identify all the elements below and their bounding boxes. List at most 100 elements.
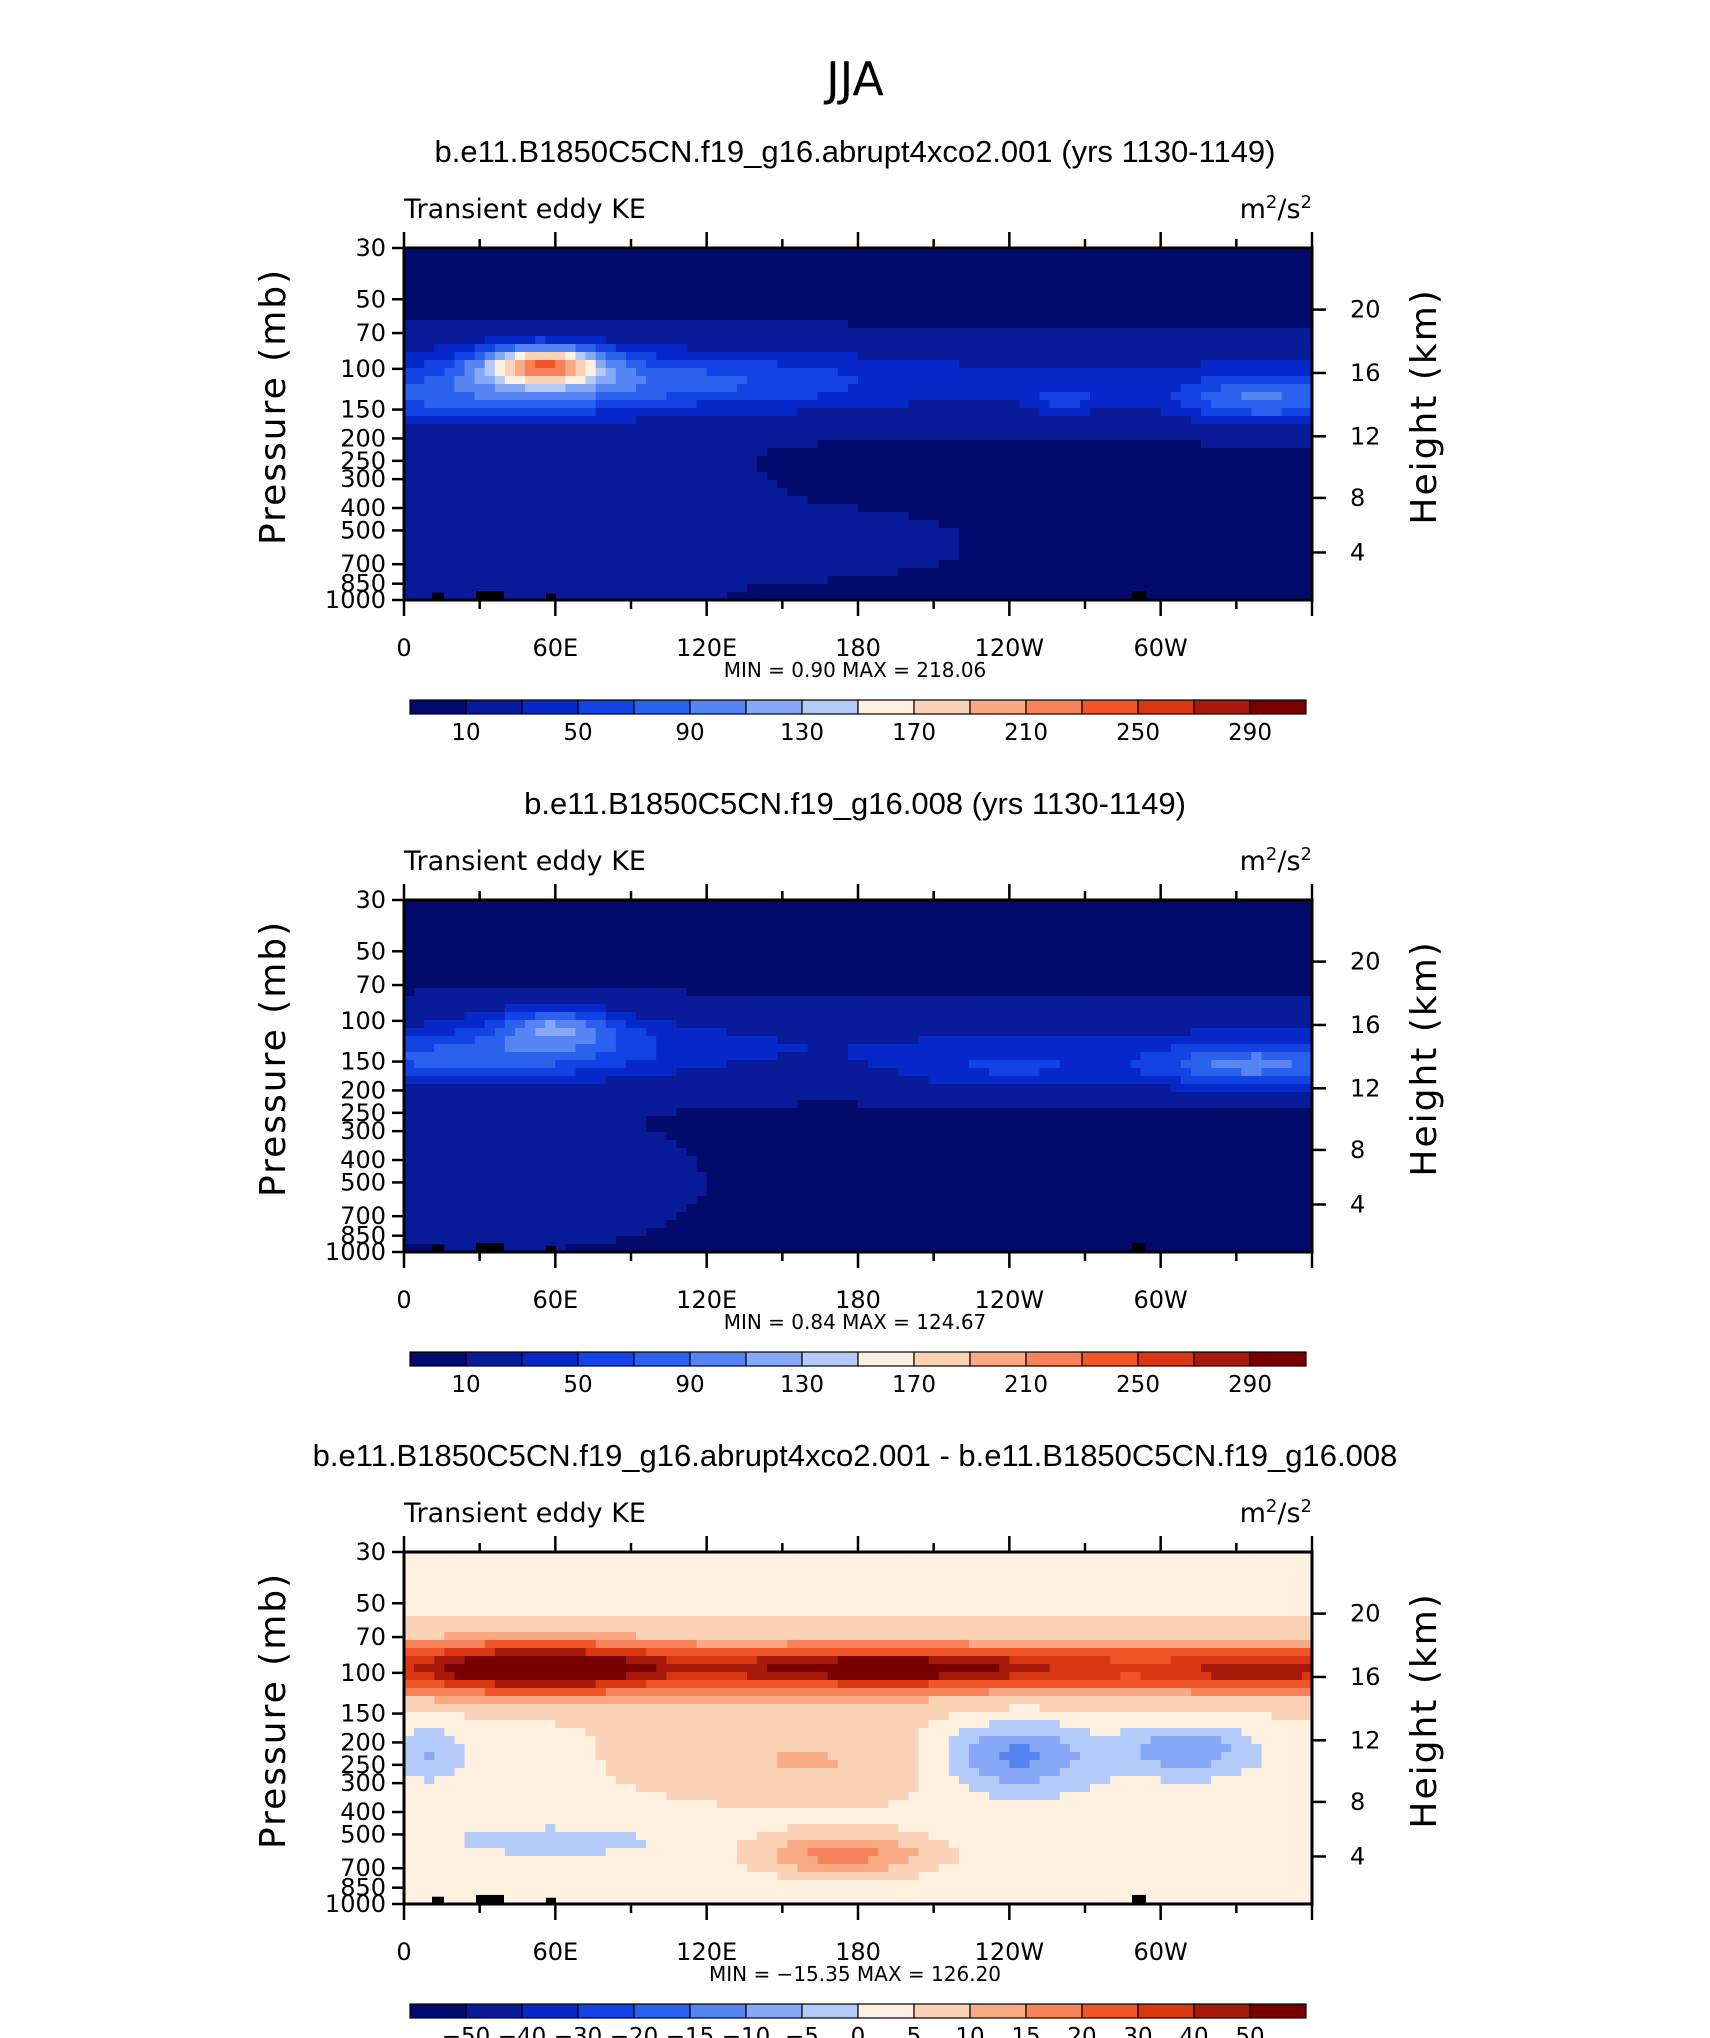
field-cell (575, 344, 587, 353)
field-cell (535, 568, 546, 577)
field-cell (1201, 528, 1212, 537)
field-cell (918, 368, 930, 377)
field-cell (1019, 916, 1031, 925)
field-cell (464, 528, 476, 537)
field-cell (414, 592, 425, 601)
field-cell (1039, 408, 1051, 417)
field-cell (605, 400, 617, 409)
field-cell (1049, 432, 1061, 441)
field-cell (1110, 248, 1121, 257)
field-cell (535, 916, 546, 925)
field-cell (898, 416, 910, 425)
field-cell (1140, 424, 1152, 433)
field-cell (979, 592, 990, 601)
field-cell (827, 376, 839, 385)
field-cell (736, 448, 748, 457)
field-cell (1221, 520, 1232, 529)
field-cell (898, 932, 910, 941)
field-cell (625, 560, 637, 569)
field-cell (898, 360, 910, 369)
field-cell (424, 964, 435, 973)
field-cell (1201, 376, 1212, 385)
field-cell (938, 376, 950, 385)
field-cell (1039, 432, 1051, 441)
field-cell (1100, 496, 1111, 505)
field-cell (979, 908, 990, 917)
field-cell (868, 392, 879, 401)
field-cell (1049, 352, 1061, 361)
field-cell (585, 584, 597, 593)
field-cell (1190, 264, 1202, 273)
field-cell (1130, 384, 1142, 393)
field-cell (1291, 512, 1303, 521)
field-cell (747, 384, 758, 393)
field-cell (858, 280, 869, 289)
field-cell (615, 368, 627, 377)
field-cell (1281, 408, 1293, 417)
field-cell (968, 360, 980, 369)
field-cell (656, 272, 667, 281)
field-cell (1241, 376, 1253, 385)
field-cell (817, 272, 829, 281)
field-cell (454, 544, 466, 553)
field-cell (696, 480, 708, 489)
field-cell (545, 360, 556, 369)
field-cell (1170, 956, 1182, 965)
field-cell (1301, 296, 1313, 305)
field-cell (777, 576, 788, 585)
field-cell (1301, 376, 1313, 385)
field-cell (989, 320, 1000, 329)
field-cell (474, 964, 486, 973)
field-cell (918, 900, 930, 909)
field-cell (847, 352, 859, 361)
field-cell (736, 948, 748, 957)
field-cell (1009, 900, 1021, 909)
field-cell (797, 360, 809, 369)
field-cell (1019, 932, 1031, 941)
field-cell (504, 408, 516, 417)
field-cell (908, 512, 920, 521)
field-cell (1110, 940, 1121, 949)
field-cell (847, 320, 859, 329)
field-cell (464, 280, 476, 289)
field-cell (494, 376, 506, 385)
field-cell (908, 560, 920, 569)
field-cell (1130, 344, 1142, 353)
field-cell (1201, 964, 1212, 973)
field-cell (1019, 416, 1031, 425)
field-cell (807, 408, 819, 417)
field-cell (414, 456, 425, 465)
field-cell (1130, 900, 1142, 909)
field-cell (1110, 932, 1121, 941)
field-cell (1100, 424, 1111, 433)
field-cell (736, 472, 748, 481)
field-cell (494, 432, 506, 441)
field-cell (1180, 488, 1192, 497)
field-cell (1301, 456, 1313, 465)
field-cell (625, 256, 637, 265)
field-cell (1170, 504, 1182, 513)
field-cell (868, 560, 879, 569)
field-cell (1039, 368, 1051, 377)
field-cell (858, 368, 869, 377)
field-cell (1190, 584, 1202, 593)
field-cell (444, 440, 456, 449)
field-cell (686, 272, 698, 281)
field-cell (716, 376, 728, 385)
field-cell (938, 544, 950, 553)
field-cell (898, 320, 910, 329)
field-cell (817, 400, 829, 409)
field-cell (999, 908, 1010, 917)
field-cell (1281, 544, 1293, 553)
field-cell (535, 416, 546, 425)
field-cell (454, 304, 466, 313)
field-cell (1221, 416, 1232, 425)
field-cell (686, 344, 698, 353)
field-cell (1130, 536, 1142, 545)
field-cell (1019, 504, 1031, 513)
field-cell (1090, 948, 1101, 957)
field-cell (636, 496, 647, 505)
field-cell (595, 964, 607, 973)
field-cell (454, 584, 466, 593)
field-cell (807, 312, 819, 321)
